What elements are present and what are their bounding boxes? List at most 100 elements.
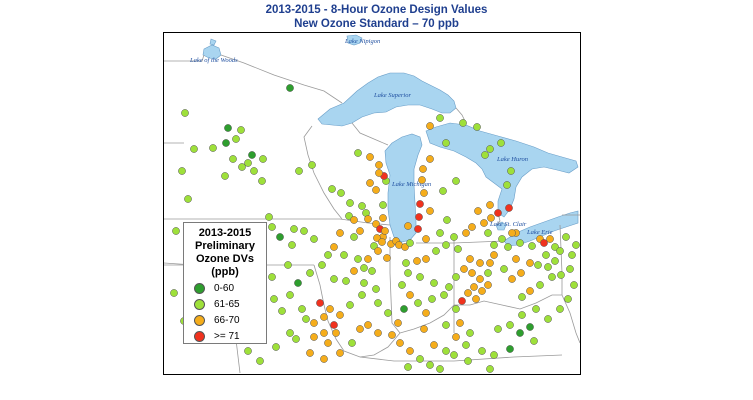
monitor-site-61-65 — [454, 245, 462, 253]
monitor-site-66-70 — [366, 153, 374, 161]
monitor-site-61-65 — [544, 263, 552, 271]
monitor-site-61-65 — [568, 251, 576, 259]
monitor-site-66-70 — [466, 255, 474, 263]
monitor-site-61-65 — [354, 255, 362, 263]
monitor-site-61-65 — [384, 309, 392, 317]
monitor-site-61-65 — [368, 267, 376, 275]
monitor-site-71-plus — [416, 200, 424, 208]
monitor-site-66-70 — [373, 234, 381, 242]
monitor-site-61-65 — [209, 144, 217, 152]
monitor-site-61-65 — [490, 241, 498, 249]
monitor-site-61-65 — [358, 202, 366, 210]
monitor-site-61-65 — [551, 243, 559, 251]
monitor-site-66-70 — [396, 339, 404, 347]
monitor-site-61-65 — [562, 233, 570, 241]
monitor-site-66-70 — [404, 222, 412, 230]
monitor-site-61-65 — [398, 281, 406, 289]
monitor-site-66-70 — [364, 215, 372, 223]
monitor-site-61-65 — [310, 235, 318, 243]
monitor-site-61-65 — [436, 365, 444, 373]
monitor-site-66-70 — [383, 254, 391, 262]
monitor-site-66-70 — [366, 179, 374, 187]
lake-labels: Lake Nipigon Lake of the Woods Lake Supe… — [189, 38, 553, 236]
monitor-site-66-70 — [464, 289, 472, 297]
monitor-site-61-65 — [324, 251, 332, 259]
monitor-site-61-65 — [426, 361, 434, 369]
monitor-site-61-65 — [268, 273, 276, 281]
monitor-site-66-70 — [486, 259, 494, 267]
monitor-site-61-65 — [172, 227, 180, 235]
monitor-site-0-60 — [248, 151, 256, 159]
monitor-site-66-70 — [546, 235, 554, 243]
monitor-site-61-65 — [430, 279, 438, 287]
monitor-site-0-60 — [276, 233, 284, 241]
monitor-site-61-65 — [484, 229, 492, 237]
monitor-site-61-65 — [250, 167, 258, 175]
monitor-site-61-65 — [556, 247, 564, 255]
monitor-site-0-60 — [400, 305, 408, 313]
legend-item-71-plus: >= 71 — [194, 329, 240, 343]
monitor-site-66-70 — [406, 347, 414, 355]
monitor-site-66-70 — [336, 349, 344, 357]
monitor-site-61-65 — [534, 261, 542, 269]
monitor-site-61-65 — [462, 341, 470, 349]
monitor-site-66-70 — [476, 275, 484, 283]
monitor-site-61-65 — [244, 347, 252, 355]
monitor-site-66-70 — [320, 313, 328, 321]
monitor-site-61-65 — [432, 247, 440, 255]
monitor-site-66-70 — [468, 223, 476, 231]
monitor-site-61-65 — [295, 167, 303, 175]
monitor-site-66-70 — [401, 243, 409, 251]
label-lake-st-clair: Lake St. Clair — [489, 221, 527, 228]
ozone-map: Lake Nipigon Lake of the Woods Lake Supe… — [164, 34, 580, 374]
monitor-site-0-60 — [286, 84, 294, 92]
monitor-site-61-65 — [506, 321, 514, 329]
monitor-site-61-65 — [256, 357, 264, 365]
legend-item-0-60: 0-60 — [194, 281, 234, 295]
monitor-site-61-65 — [284, 261, 292, 269]
monitor-site-61-65 — [452, 177, 460, 185]
monitor-site-61-65 — [486, 145, 494, 153]
monitor-site-61-65 — [439, 187, 447, 195]
monitor-site-66-70 — [472, 295, 480, 303]
legend-label-61-65: 61-65 — [214, 298, 240, 310]
monitor-site-61-65 — [416, 355, 424, 363]
monitor-site-61-65 — [237, 126, 245, 134]
monitor-site-66-70 — [374, 247, 382, 255]
legend-title-line-2: Preliminary — [195, 240, 255, 252]
monitor-site-61-65 — [442, 347, 450, 355]
monitor-site-66-70 — [422, 255, 430, 263]
legend-title-line-4: (ppb) — [211, 266, 239, 278]
monitor-site-61-65 — [286, 329, 294, 337]
legend-title-line-1: 2013-2015 — [198, 227, 252, 239]
monitor-site-66-70 — [320, 355, 328, 363]
monitor-site-66-70 — [350, 216, 358, 224]
monitor-site-61-65 — [372, 285, 380, 293]
monitor-site-61-65 — [288, 241, 296, 249]
monitor-site-66-70 — [430, 341, 438, 349]
monitor-site-66-70 — [320, 329, 328, 337]
label-lake-superior: Lake Superior — [373, 92, 411, 99]
label-lake-of-the-woods: Lake of the Woods — [189, 57, 238, 64]
monitor-site-61-65 — [464, 357, 472, 365]
monitor-site-66-70 — [324, 339, 332, 347]
monitor-site-66-70 — [420, 325, 428, 333]
lake-superior-shape — [317, 72, 457, 127]
monitor-site-66-70 — [388, 331, 396, 339]
monitor-site-71-plus — [330, 321, 338, 329]
monitor-site-61-65 — [184, 195, 192, 203]
label-lake-erie: Lake Erie — [526, 229, 553, 236]
monitor-site-61-65 — [404, 363, 412, 371]
monitor-site-61-65 — [530, 337, 538, 345]
monitor-site-61-65 — [360, 279, 368, 287]
monitor-site-61-65 — [379, 201, 387, 209]
monitor-site-66-70 — [486, 201, 494, 209]
monitor-site-61-65 — [221, 172, 229, 180]
lake-of-the-woods-shape — [202, 38, 222, 60]
legend-swatch-66-70 — [194, 314, 205, 326]
monitor-site-71-plus — [505, 204, 513, 212]
monitor-site-61-65 — [551, 257, 559, 265]
monitor-site-66-70 — [508, 275, 516, 283]
monitor-site-61-65 — [265, 213, 273, 221]
legend-swatch-61-65 — [194, 298, 205, 310]
